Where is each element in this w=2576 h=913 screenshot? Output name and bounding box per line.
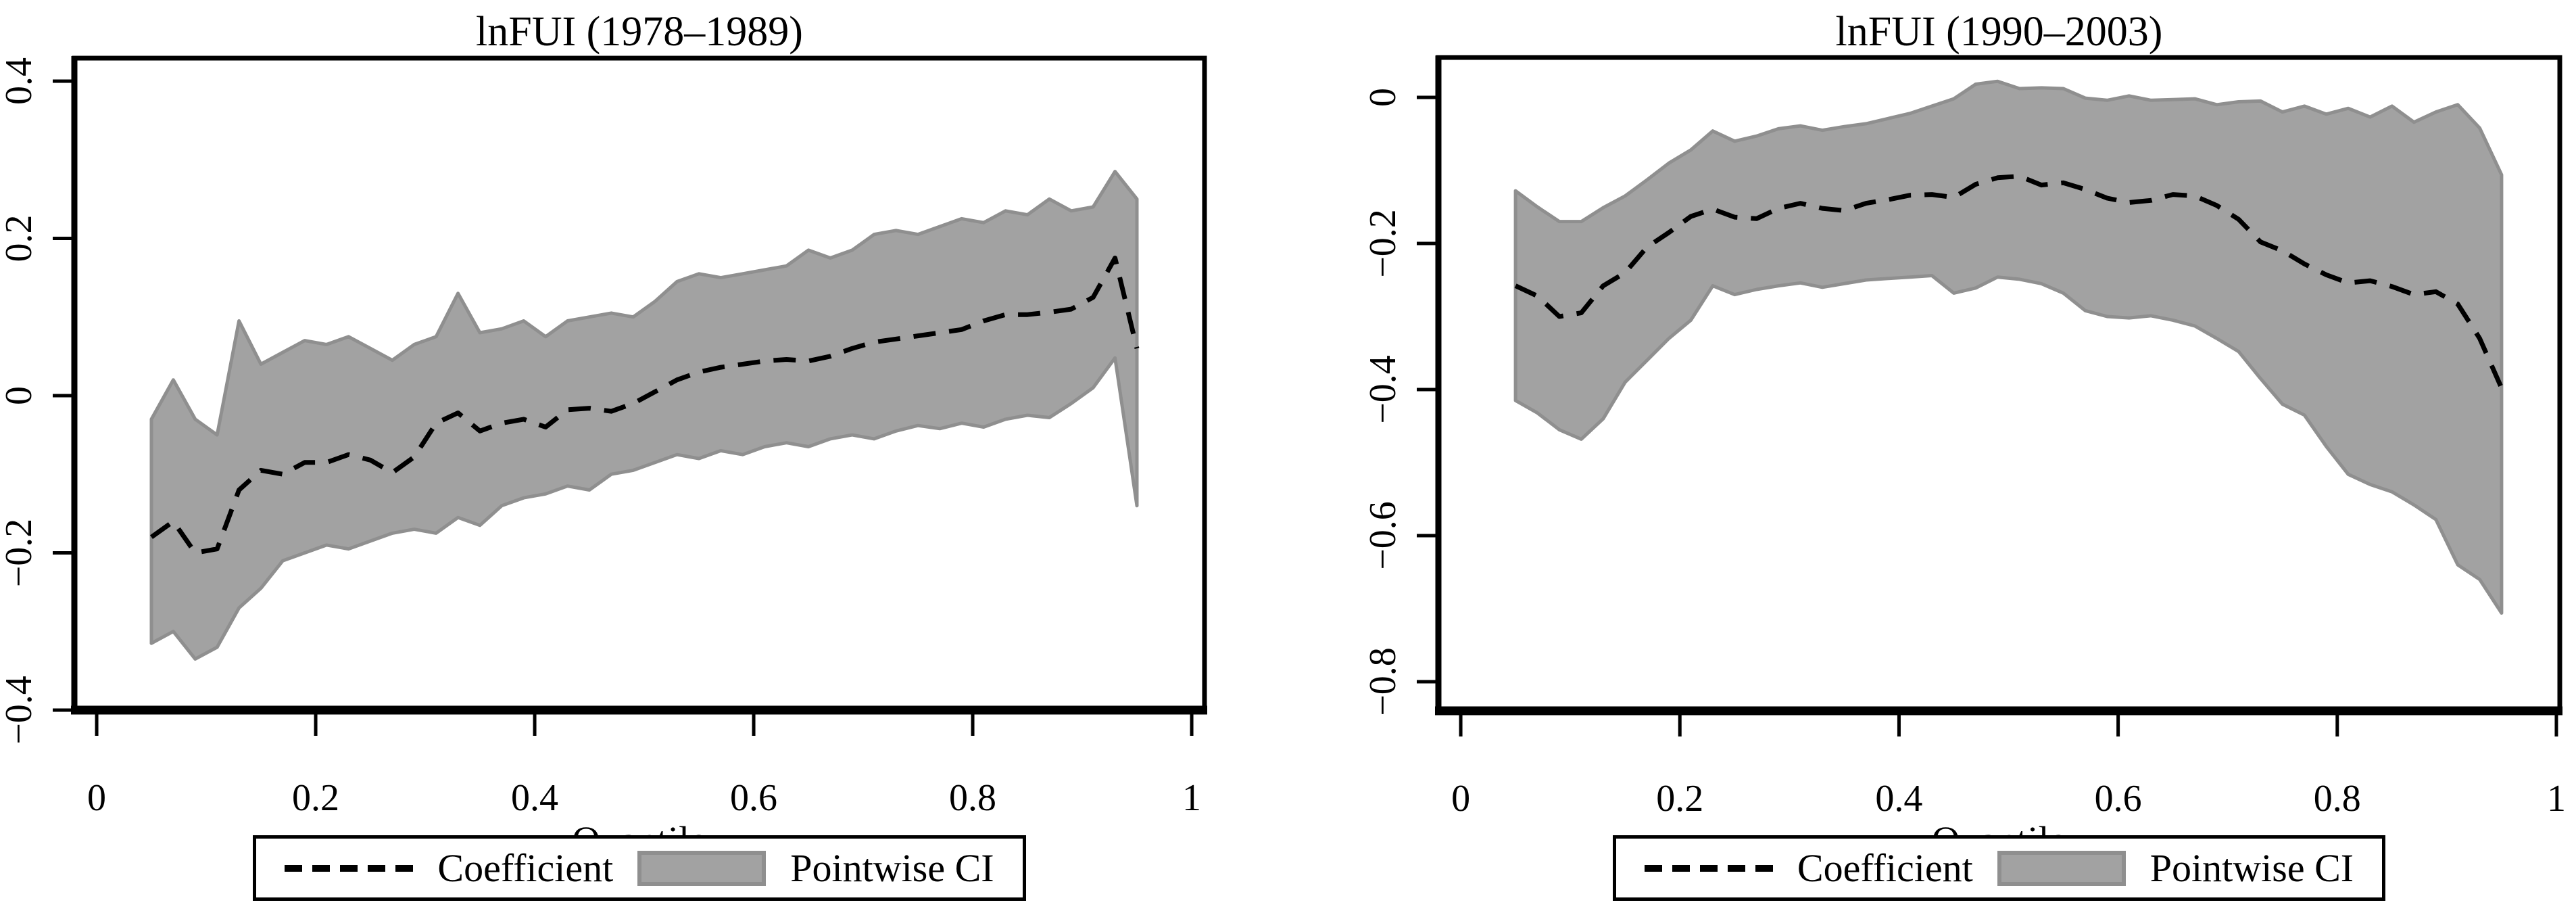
panel-1978-1989: 0.4 0.2 0 −0.2 −0.4 0 0.2 0.4 0.6 0.8 1 lnFUI (197… [0, 9, 1207, 901]
svg-text:0: 0 [1451, 778, 1470, 820]
svg-text:0.2: 0.2 [0, 214, 40, 262]
legend-row-right: Coefficient Pointwise CI [1438, 835, 2560, 901]
chart-title-right: lnFUI (1990–2003) [1835, 9, 2163, 55]
svg-text:1: 1 [2547, 778, 2566, 820]
legend-ci-swatch [637, 850, 767, 886]
chart-title-left: lnFUI (1978–1989) [476, 9, 803, 55]
svg-text:0.2: 0.2 [292, 777, 339, 819]
legend-coefficient-dash-icon [285, 864, 414, 872]
svg-text:0.4: 0.4 [511, 777, 558, 819]
svg-text:1: 1 [1182, 777, 1201, 819]
svg-text:−0.2: −0.2 [0, 519, 40, 588]
quantile-chart-right: 0 −0.2 −0.4 −0.6 −0.8 0 0.2 0.4 0.6 0.8 1 [1362, 55, 2566, 820]
legend-right: Coefficient Pointwise CI [1612, 835, 2386, 901]
svg-text:−0.2: −0.2 [1362, 209, 1404, 278]
legend-ci-swatch [1997, 850, 2126, 886]
legend-row-left: Coefficient Pointwise CI [74, 835, 1205, 901]
svg-text:0.8: 0.8 [949, 777, 996, 819]
svg-text:0.6: 0.6 [730, 777, 777, 819]
legend-left: Coefficient Pointwise CI [253, 835, 1026, 901]
legend-ci-label: Pointwise CI [2149, 845, 2354, 890]
svg-text:0.6: 0.6 [2095, 778, 2142, 820]
svg-text:0.4: 0.4 [0, 57, 40, 105]
svg-text:−0.6: −0.6 [1362, 501, 1404, 570]
legend-coefficient-label: Coefficient [437, 845, 614, 890]
svg-text:0.4: 0.4 [1875, 778, 1922, 820]
svg-text:−0.4: −0.4 [0, 676, 40, 745]
svg-text:0: 0 [1362, 88, 1404, 107]
svg-text:0.8: 0.8 [2314, 778, 2361, 820]
svg-text:−0.8: −0.8 [1362, 647, 1404, 716]
legend-ci-label: Pointwise CI [790, 845, 994, 890]
legend-coefficient-label: Coefficient [1797, 845, 1973, 890]
svg-text:−0.4: −0.4 [1362, 355, 1404, 424]
quantile-chart-left: 0.4 0.2 0 −0.2 −0.4 0 0.2 0.4 0.6 0.8 1 [0, 55, 1207, 819]
svg-text:0.2: 0.2 [1656, 778, 1703, 820]
svg-text:0: 0 [0, 386, 40, 405]
legend-coefficient-dash-icon [1644, 864, 1773, 872]
panel-1990-2003: 0 −0.2 −0.4 −0.6 −0.8 0 0.2 0.4 0.6 0.8 1 lnFUI (1… [1288, 0, 2576, 913]
svg-text:0: 0 [87, 777, 106, 819]
